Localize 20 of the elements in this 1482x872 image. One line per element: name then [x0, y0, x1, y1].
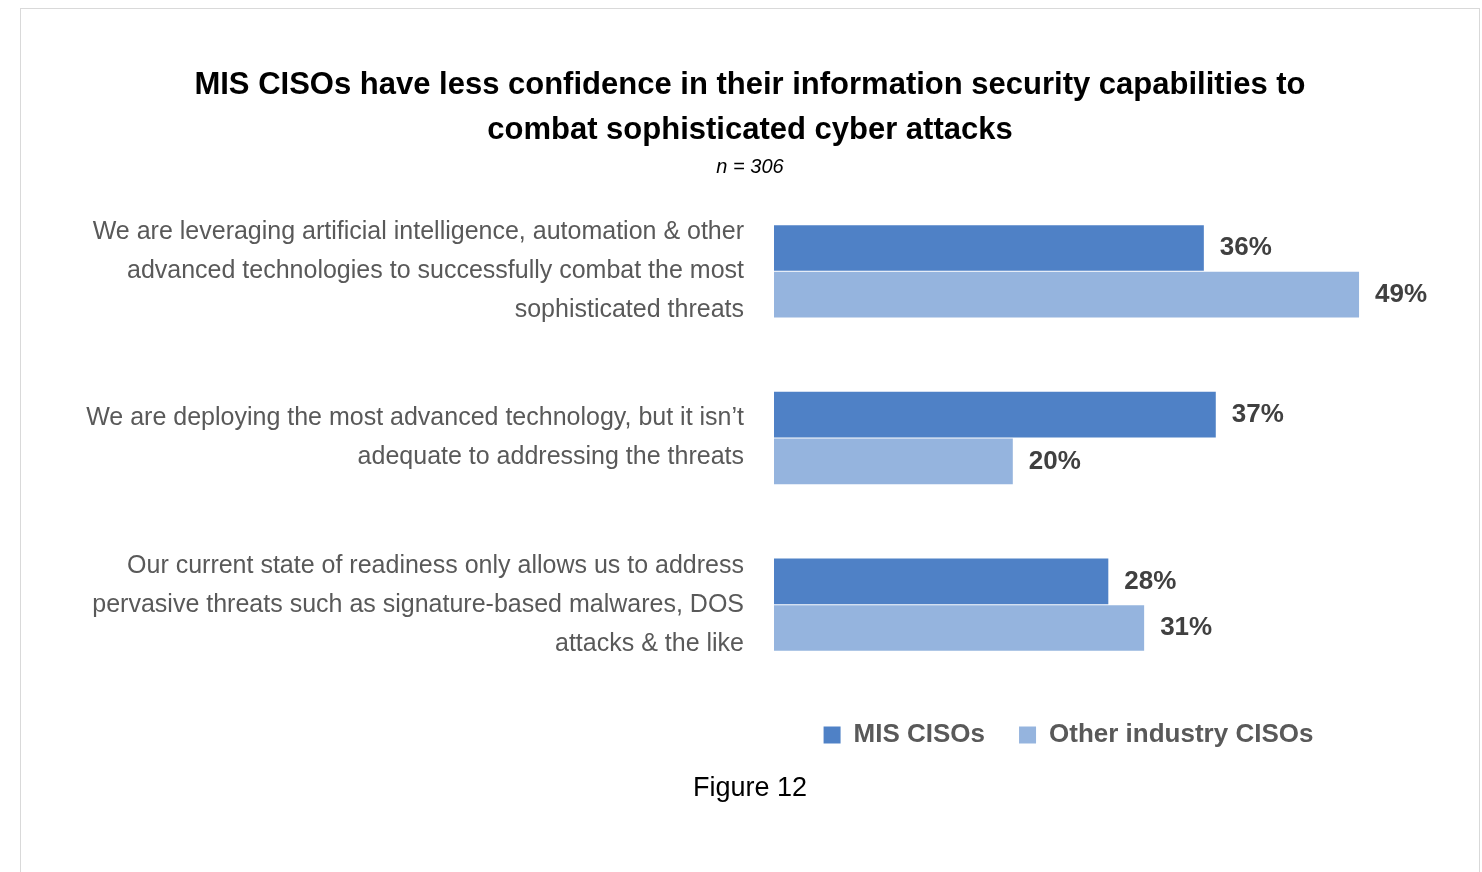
bar	[774, 271, 1360, 318]
caption: Figure 12	[691, 772, 809, 803]
y-tick-label: We are leveraging artificial intelligence, automation & other advanced technologies to successfully combat the most sophisticated threats	[92, 216, 745, 323]
chart-subtitle: n = 306	[715, 155, 785, 178]
data-label: 49%	[1375, 277, 1428, 308]
bar	[774, 605, 1145, 651]
bar	[774, 225, 1204, 271]
data-label: 36%	[1219, 231, 1272, 262]
chart-title: MIS CISOs have less confidence in their information security capabilities to combat sophisticated cyber attacks	[193, 65, 1307, 148]
legend-label: MIS CISOs	[853, 718, 986, 749]
data-label: 28%	[1124, 564, 1177, 595]
data-label: 37%	[1231, 397, 1284, 428]
bar	[774, 391, 1216, 438]
bar	[774, 558, 1109, 605]
data-label: 20%	[1028, 444, 1081, 475]
y-tick-label: We are deploying the most advanced technology, but it isn’t adequate to addressing the threats	[86, 402, 745, 470]
data-label: 31%	[1160, 611, 1213, 642]
legend-label: Other industry CISOs	[1049, 718, 1314, 749]
bar	[774, 438, 1013, 485]
y-tick-label: Our current state of readiness only allows us to address pervasive threats such as signature-based malwares, DOS attacks & the like	[92, 549, 744, 656]
